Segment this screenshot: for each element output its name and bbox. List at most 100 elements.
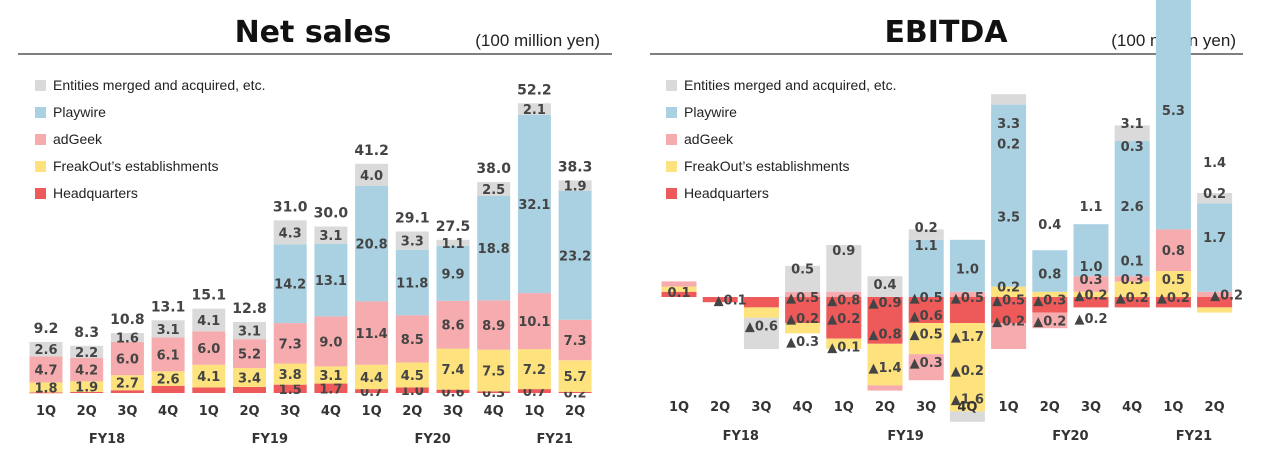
data-label: 5.3 — [1162, 104, 1185, 119]
bar-playwire — [314, 243, 348, 317]
bar-playwire — [1073, 224, 1109, 277]
quarter-tick-label: 1Q — [834, 400, 854, 415]
bar-playwire — [355, 185, 389, 302]
data-label: 3.5 — [997, 210, 1020, 225]
fiscal-year-label: FY21 — [537, 432, 573, 447]
legend-swatch-adgeek — [35, 134, 46, 145]
total-label: 31.0 — [273, 199, 308, 215]
data-label-adgeek: 11.4 — [356, 327, 388, 342]
legend-label-playwire: Playwire — [684, 104, 737, 120]
data-label: 1.7 — [1203, 231, 1226, 246]
data-label: 0.3 — [1121, 273, 1144, 288]
data-label-freakout-s-establishments: 3.4 — [238, 371, 261, 386]
data-label-freakout-s-establishments: 1.9 — [75, 381, 98, 396]
net-sales-bars: 1.8 4.7 2.6 9.2 1.9 4.2 2.2 8.3 2.7 6.0 1.6 10.8 2.6… — [29, 82, 592, 401]
bar-freakout-s-establishments — [477, 349, 511, 392]
bar-adgeek — [908, 354, 944, 381]
data-label: 0.5 — [791, 262, 814, 277]
bar-headquarters — [314, 383, 348, 393]
data-label: ▲0.5 — [951, 291, 984, 306]
bar-headquarters — [192, 387, 226, 393]
quarter-tick-label: 4Q — [321, 404, 341, 419]
bar-freakout-s-establishments — [908, 323, 944, 355]
data-label: ▲0.5 — [910, 291, 943, 306]
bar-headquarters — [949, 297, 985, 323]
ebitda-bars: 0.1 ▲0.1 ▲0.6 0.5 ▲0.5 ▲0.2 ▲0.3 0.9 ▲0.8 ▲0.2 ▲0.… — [661, 0, 1243, 422]
data-label: 0.8 — [1162, 244, 1185, 259]
data-label: ▲1.7 — [951, 330, 984, 345]
quarter-tick-label: 3Q — [117, 404, 137, 419]
data-label: ▲0.6 — [910, 309, 943, 324]
data-label: 0.8 — [1038, 268, 1061, 283]
net-sales-axis-labels: 1Q 2Q 3Q 4Q 1Q 2Q 3Q 4Q 1Q 2Q 3Q 4Q 1Q 2Q FY18 FY19 FY20… — [36, 404, 585, 447]
data-label-playwire: 9.9 — [441, 267, 464, 282]
data-label-freakout-s-establishments: 2.6 — [157, 373, 180, 388]
bar-freakout-s-establishments — [355, 364, 389, 390]
bar-headquarters — [395, 387, 429, 393]
data-label: 1.1 — [915, 239, 938, 254]
quarter-tick-label: 1Q — [36, 404, 56, 419]
data-label-headquarters: 1.7 — [319, 382, 342, 397]
bar-freakout-s-establishments — [661, 286, 697, 292]
bar-headquarters — [558, 391, 592, 393]
bar-playwire — [908, 239, 944, 297]
data-label: 0.3 — [1079, 273, 1102, 288]
bar-headquarters — [661, 291, 697, 297]
bar-entities-merged-and-acquired-etc — [70, 345, 104, 359]
bar-headquarters — [1114, 297, 1150, 308]
data-label-freakout-s-establishments: 1.8 — [34, 381, 57, 396]
total-label: 29.1 — [395, 210, 430, 226]
bar-entities-merged-and-acquired-etc — [314, 226, 348, 244]
data-label: ▲0.2 — [1116, 291, 1149, 306]
legend-label-freakout-s-establishments: FreakOut’s establishments — [53, 158, 218, 174]
data-label-adgeek: 4.2 — [75, 364, 98, 379]
bar-entities-merged-and-acquired-etc — [558, 180, 592, 191]
data-label: ▲0.3 — [910, 356, 943, 371]
bar-freakout-s-establishments — [395, 362, 429, 388]
data-label-entities-merged-and-acquired-etc: 4.1 — [197, 314, 220, 329]
quarter-tick-label: 3Q — [916, 400, 936, 415]
data-label-adgeek: 8.6 — [441, 319, 464, 334]
data-label: ▲0.5 — [786, 291, 819, 306]
data-label-freakout-s-establishments: 4.4 — [360, 371, 383, 386]
bar-entities-merged-and-acquired-etc — [517, 103, 551, 115]
quarter-tick-label: 2Q — [1205, 400, 1225, 415]
data-label-entities-merged-and-acquired-etc: 2.5 — [482, 183, 505, 198]
total-label: 9.2 — [34, 321, 59, 337]
bar-freakout-s-establishments — [517, 349, 551, 390]
data-label-playwire: 13.1 — [315, 274, 347, 289]
data-label-playwire: 14.2 — [274, 278, 306, 293]
bar-entities-merged-and-acquired-etc — [29, 341, 63, 357]
quarter-tick-label: 4Q — [158, 404, 178, 419]
bar-entities-merged-and-acquired-etc — [785, 265, 821, 292]
data-label-entities-merged-and-acquired-etc: 1.1 — [441, 237, 464, 252]
net-sales-title: Net sales — [235, 15, 392, 50]
data-label-freakout-s-establishments: 4.5 — [401, 369, 424, 384]
legend-swatch-freakout-s-establishments — [666, 161, 677, 172]
data-label: 0.3 — [1121, 140, 1144, 155]
data-label: ▲0.2 — [951, 364, 984, 379]
data-label: 2.6 — [1121, 200, 1144, 215]
data-label-freakout-s-establishments: 2.7 — [116, 377, 139, 392]
bar-freakout-s-establishments — [1197, 307, 1233, 313]
bar-freakout-s-establishments — [1155, 271, 1191, 297]
bar-adgeek — [29, 356, 63, 383]
legend-swatch-headquarters — [35, 188, 46, 199]
data-label: 0.4 — [1038, 218, 1061, 233]
data-label-freakout-s-establishments: 4.1 — [197, 370, 220, 385]
bar-adgeek — [110, 341, 144, 376]
data-label: 0.1 — [667, 286, 690, 301]
data-label-headquarters: 1.0 — [401, 384, 424, 399]
bar-adgeek — [314, 316, 348, 367]
data-label-adgeek: 8.5 — [401, 333, 424, 348]
quarter-tick-label: 4Q — [1122, 400, 1142, 415]
bar-headquarters — [1032, 297, 1068, 313]
bar-playwire — [273, 244, 307, 324]
bar-playwire — [1032, 250, 1068, 292]
quarter-tick-label: 3Q — [443, 404, 463, 419]
data-label: ▲0.2 — [1157, 291, 1190, 306]
bar-adgeek — [1073, 276, 1109, 292]
bar-entities-merged-and-acquired-etc — [355, 163, 389, 186]
bar-adgeek — [233, 339, 266, 369]
bar-headquarters — [702, 297, 738, 303]
